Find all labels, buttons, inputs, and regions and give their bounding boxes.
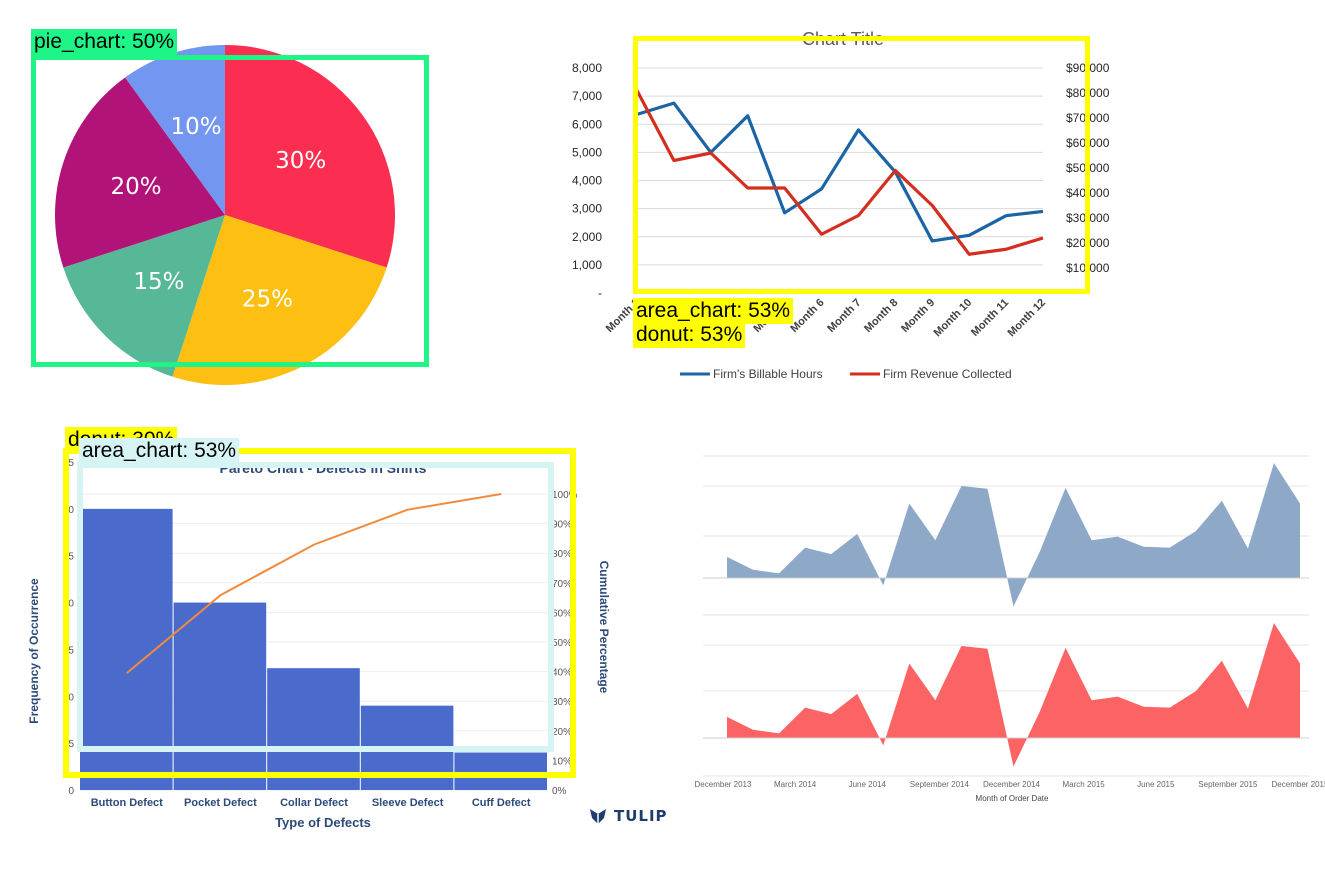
pareto-x-tick: Pocket Defect bbox=[184, 797, 257, 809]
line-y-tick-left: 4,000 bbox=[572, 174, 602, 188]
pareto-x-tick: Cuff Defect bbox=[472, 797, 531, 809]
pareto-x-tick: Button Defect bbox=[91, 797, 163, 809]
area-x-tick: June 2014 bbox=[849, 780, 887, 789]
pareto-bar bbox=[80, 508, 173, 790]
pareto-y-tick: 5 bbox=[68, 739, 74, 750]
line-series bbox=[635, 89, 1044, 256]
pareto-y2-tick: 20% bbox=[552, 727, 572, 738]
line-y-tick-left: 8,000 bbox=[572, 61, 602, 75]
area-x-tick: December 2013 bbox=[695, 780, 752, 789]
area-x-tick: September 2015 bbox=[1198, 780, 1258, 789]
line-y-tick-left: - bbox=[598, 286, 602, 300]
pareto-y2-tick: 30% bbox=[552, 697, 572, 708]
pie-slice bbox=[172, 215, 387, 385]
pareto-y2-label: Cumulative Percentage bbox=[597, 561, 611, 694]
pareto-y2-tick: 0% bbox=[552, 786, 567, 797]
area-x-tick: March 2014 bbox=[774, 780, 817, 789]
line-y-tick-left: 1,000 bbox=[572, 258, 602, 272]
pareto-bar bbox=[267, 668, 360, 790]
pareto-x-tick: Collar Defect bbox=[280, 797, 348, 809]
pareto-y2-tick: 40% bbox=[552, 668, 572, 679]
pie-slice-label: 30% bbox=[275, 148, 326, 174]
area-series bbox=[727, 463, 1300, 607]
pie-slice bbox=[55, 77, 225, 268]
pie-slice-label: 20% bbox=[111, 174, 162, 200]
overlay-label-pie: pie_chart: 50% bbox=[31, 29, 178, 55]
overlay-label-line-area: area_chart: 53% bbox=[633, 298, 794, 324]
line-series bbox=[636, 101, 1044, 243]
tulip-brand: TULIP bbox=[588, 806, 668, 826]
tulip-brand-name: TULIP bbox=[614, 807, 668, 825]
pareto-y2-tick: 70% bbox=[552, 579, 572, 590]
area-x-tick: December 2015 bbox=[1272, 780, 1325, 789]
line-y-tick-left: 3,000 bbox=[572, 202, 602, 216]
pie-slice bbox=[63, 215, 226, 377]
pareto-y2-tick: 100% bbox=[552, 490, 578, 501]
overlay-box-pareto-outer bbox=[63, 448, 576, 778]
line-y-tick-left: 6,000 bbox=[572, 117, 602, 131]
line-y-tick-left: 2,000 bbox=[572, 230, 602, 244]
overlay-box-pie bbox=[31, 55, 429, 367]
line-y-tick-left: 7,000 bbox=[572, 89, 602, 103]
pareto-y2-tick: 90% bbox=[552, 520, 572, 531]
pareto-x-label: Type of Defects bbox=[275, 815, 371, 830]
pareto-bar bbox=[173, 602, 267, 790]
pie-slice-label: 10% bbox=[171, 114, 222, 140]
tulip-logo-icon bbox=[590, 809, 606, 824]
pareto-y2-tick: 60% bbox=[552, 608, 572, 619]
line-y-tick-left: 5,000 bbox=[572, 145, 602, 159]
pie-slice-label: 25% bbox=[242, 286, 293, 312]
pareto-y2-tick: 10% bbox=[552, 756, 572, 767]
area-x-tick: September 2014 bbox=[910, 780, 970, 789]
pareto-x-tick: Sleeve Defect bbox=[372, 797, 444, 809]
pareto-bar bbox=[454, 752, 547, 790]
pareto-cumulative-line bbox=[126, 493, 502, 674]
pareto-y2-tick: 80% bbox=[552, 549, 572, 560]
pareto-y-tick: 0 bbox=[68, 786, 74, 797]
pie-chart: 30% 25% 15% 20% 10% bbox=[55, 45, 395, 385]
pie-slice bbox=[125, 45, 225, 215]
overlay-label-line-donut: donut: 53% bbox=[633, 322, 746, 348]
area-x-tick: June 2015 bbox=[1137, 780, 1175, 789]
area-series bbox=[727, 623, 1300, 767]
area-x-tick: December 2014 bbox=[983, 780, 1040, 789]
overlay-box-line bbox=[633, 36, 1090, 294]
area-x-label: Month of Order Date bbox=[976, 794, 1049, 803]
pareto-y-label: Frequency of Occurrence bbox=[27, 578, 41, 724]
overlay-label-pareto-area: area_chart: 53% bbox=[79, 438, 240, 464]
line-legend-label: Firm Revenue Collected bbox=[883, 367, 1012, 381]
area-x-tick: March 2015 bbox=[1063, 780, 1106, 789]
pie-slice-label: 15% bbox=[133, 269, 184, 295]
overlay-box-pareto-inner bbox=[77, 462, 554, 752]
line-legend-label: Firm's Billable Hours bbox=[713, 367, 823, 381]
pareto-y2-tick: 50% bbox=[552, 638, 572, 649]
pie-slice bbox=[225, 45, 395, 268]
